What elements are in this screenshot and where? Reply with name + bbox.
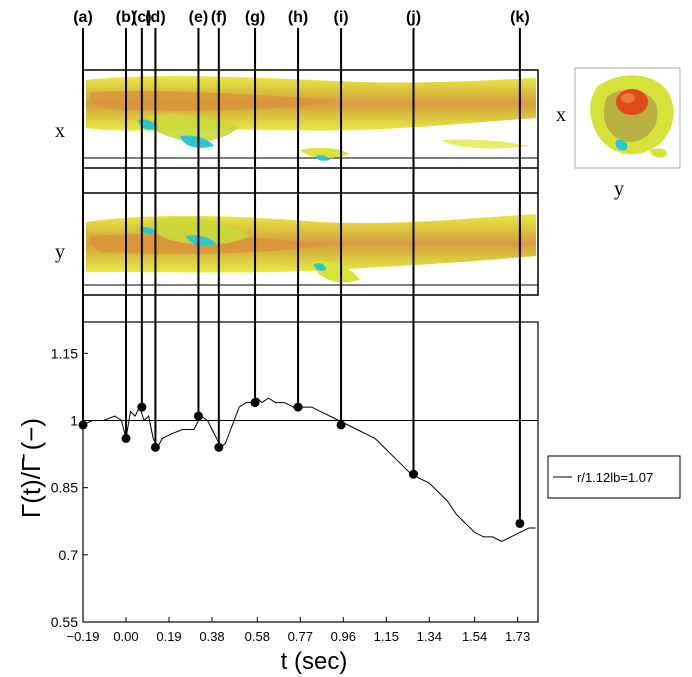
x-tick-label: 0.58 — [245, 629, 270, 644]
x-tick-label: 1.15 — [374, 629, 399, 644]
x-axis-ticks: −0.19 0.00 0.19 0.38 0.58 0.77 0.96 1.15 1.34 1.5… — [67, 617, 530, 644]
series-line — [82, 397, 536, 542]
marker-label: (b) — [116, 9, 136, 26]
x-tick-label: 1.54 — [462, 629, 487, 644]
marker-label: (k) — [510, 9, 530, 26]
marker-label: (j) — [406, 9, 421, 26]
middle-panel — [82, 168, 539, 296]
middle-panel-axis-label: y — [55, 241, 65, 263]
marker-label: (f) — [211, 9, 227, 26]
marker-dot — [250, 398, 260, 408]
marker-dot — [121, 433, 131, 443]
marker-dots — [78, 398, 525, 528]
y-axis-title: Γ(t)/Γ̄ (−) — [16, 418, 46, 518]
inset-panel: y x — [556, 67, 681, 200]
marker-dot — [78, 420, 88, 430]
marker-label: (c) — [132, 9, 152, 26]
x-tick-label: 0.00 — [113, 629, 138, 644]
legend-label: r/1.12lb=1.07 — [577, 470, 653, 485]
marker-dot — [293, 402, 303, 412]
marker-dot — [515, 518, 525, 528]
inset-bottom-axis-label: y — [614, 178, 624, 200]
x-tick-label: 0.96 — [331, 629, 356, 644]
plot-frame — [82, 321, 539, 623]
marker-dot — [137, 402, 147, 412]
x-tick-label: 0.38 — [199, 629, 224, 644]
inset-flow-structure — [590, 75, 674, 158]
marker-label: (h) — [288, 9, 308, 26]
marker-dot — [193, 411, 203, 421]
x-tick-label: −0.19 — [67, 629, 100, 644]
inset-side-axis-label: x — [556, 104, 566, 126]
y-tick-label: 0.7 — [59, 547, 79, 563]
y-axis-ticks: 0.55 0.7 0.85 1 1.15 — [51, 345, 88, 630]
marker-dot — [214, 442, 224, 452]
x-tick-label: 1.34 — [417, 629, 442, 644]
x-tick-label: 0.77 — [288, 629, 313, 644]
legend: r/1.12lb=1.07 — [547, 455, 681, 499]
y-tick-label: 0.85 — [51, 480, 78, 496]
marker-dot — [336, 420, 346, 430]
top-panel — [82, 69, 539, 169]
marker-label: (a) — [73, 9, 93, 26]
y-tick-label: 0.55 — [51, 614, 78, 630]
x-tick-label: 1.73 — [505, 629, 530, 644]
marker-label: (g) — [245, 9, 265, 26]
marker-label: (d) — [145, 9, 165, 26]
y-tick-label: 1.15 — [51, 345, 78, 361]
marker-lines — [82, 28, 521, 524]
y-tick-label: 1 — [70, 413, 78, 429]
x-tick-label: 0.19 — [156, 629, 181, 644]
marker-label: (e) — [189, 9, 209, 26]
marker-labels: (a) (b)(c)(d) (e) (f) (g) (h) (i) (j) (k) — [73, 9, 529, 26]
plot-area: 0.55 0.7 0.85 1 1.15 −0.19 0.00 0.19 0.38 0.58 0.… — [51, 9, 539, 644]
marker-dot — [150, 442, 160, 452]
x-axis-title: t (sec) — [281, 648, 348, 675]
top-panel-axis-label: x — [55, 120, 65, 142]
marker-dot — [408, 469, 418, 479]
marker-label: (i) — [334, 9, 349, 26]
